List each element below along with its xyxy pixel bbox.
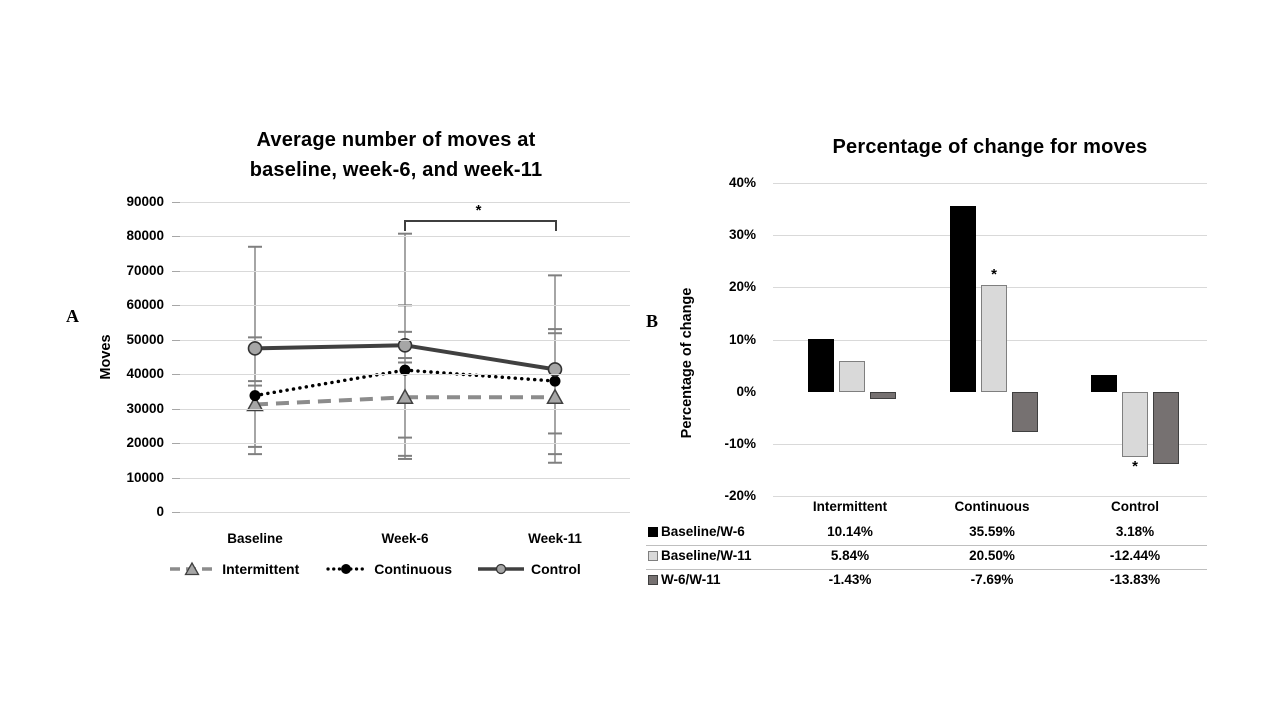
y-tick-label: 30000 <box>126 400 164 416</box>
y-tick-label: 90000 <box>126 194 164 209</box>
legend-label-intermittent: Intermittent <box>222 561 300 577</box>
gridline <box>180 236 630 238</box>
gridline <box>773 235 1207 237</box>
y-tick-label: -10% <box>724 435 756 451</box>
table-separator <box>646 569 1207 570</box>
bar-asterisk: * <box>1132 457 1138 475</box>
gridline <box>180 305 630 307</box>
y-tick-label: 10000 <box>126 469 164 485</box>
table-separator <box>646 545 1207 546</box>
axis-tick <box>172 305 180 307</box>
y-tick-label: 20% <box>728 279 756 295</box>
table-header-continuous: Continuous <box>954 499 1030 514</box>
panel-b-title: Percentage of change for moves <box>832 136 1148 158</box>
y-tick-label: 70000 <box>126 262 164 278</box>
table-cell: -7.69% <box>970 572 1014 587</box>
bar-w-6-w-11-intermittent <box>870 391 896 400</box>
panel-a-series-svg <box>246 232 564 464</box>
axis-tick <box>172 477 180 479</box>
gridline <box>180 408 630 410</box>
axis-tick <box>172 408 180 410</box>
bar-baseline-w-11-continuous <box>981 284 1007 392</box>
table-cell: -13.83% <box>1109 572 1161 587</box>
y-tick-label: 30% <box>728 227 756 243</box>
bar-baseline-w-6-control <box>1091 375 1117 392</box>
gridline <box>180 202 630 203</box>
x-tick-label: Week-6 <box>381 531 429 546</box>
axis-tick <box>172 339 180 341</box>
series-swatch-baseline-w6 <box>648 527 658 537</box>
dashed-line-triangle-marker-icon <box>170 561 215 576</box>
dotted-line-circle-marker-icon <box>326 564 367 574</box>
y-tick-label: 10% <box>728 331 756 347</box>
panel-a-y-axis-title: Moves <box>98 334 114 380</box>
legend-label-continuous: Continuous <box>374 561 452 577</box>
legend-label-control: Control <box>531 561 581 577</box>
solid-line-circle-marker-icon <box>478 563 524 575</box>
table-cell: -12.44% <box>1109 548 1161 563</box>
gridline <box>180 374 630 376</box>
panel-a-title-line1: Average number of moves at <box>256 129 536 151</box>
table-row-label: W-6/W-11 <box>661 572 721 587</box>
y-tick-label: 0% <box>736 383 756 399</box>
y-tick-label: 60000 <box>126 297 164 313</box>
panel-b-plot-area <box>773 183 1207 497</box>
y-tick-label: 0 <box>156 504 164 519</box>
panel-a-label: A <box>66 306 79 326</box>
axis-tick <box>172 236 180 238</box>
series-swatch-baseline-w11 <box>648 551 658 561</box>
panel-a-plot-area <box>172 202 630 513</box>
table-header-intermittent: Intermittent <box>812 499 888 514</box>
gridline <box>180 443 630 445</box>
axis-tick <box>172 202 180 203</box>
y-tick-label: 80000 <box>126 228 164 244</box>
table-cell: 3.18% <box>1115 524 1155 539</box>
bar-asterisk: * <box>991 265 997 283</box>
table-row-label: Baseline/W-11 <box>661 548 752 563</box>
panel-a-legend: Intermittent Continuous Control <box>140 561 610 577</box>
gridline <box>180 270 630 272</box>
bar-w-6-w-11-control <box>1153 391 1179 464</box>
y-tick-label: 40% <box>728 175 756 190</box>
panel-a-title: Average number of moves at baseline, wee… <box>146 125 646 185</box>
legend-item-intermittent: Intermittent <box>169 561 299 577</box>
bar-baseline-w-11-intermittent <box>839 361 865 392</box>
panel-b-y-axis-title: Percentage of change <box>679 287 695 439</box>
bar-baseline-w-6-continuous <box>950 206 976 392</box>
y-tick-label: 50000 <box>126 331 164 347</box>
bar-baseline-w-6-intermittent <box>808 338 834 392</box>
significance-bracket <box>404 220 557 231</box>
panel-a-title-line2: baseline, week-6, and week-11 <box>249 159 543 181</box>
axis-tick <box>172 443 180 445</box>
y-tick-label: 40000 <box>126 366 164 382</box>
table-cell: -1.43% <box>828 572 872 587</box>
bar-w-6-w-11-continuous <box>1012 391 1038 432</box>
bar-baseline-w-11-control <box>1122 391 1148 457</box>
panel-b-label: B <box>646 311 659 331</box>
gridline <box>180 512 630 513</box>
table-cell: 20.50% <box>969 548 1015 563</box>
y-tick-label: 20000 <box>126 435 164 451</box>
table-cell: 10.14% <box>827 524 873 539</box>
gridline <box>180 339 630 341</box>
gridline <box>180 477 630 479</box>
y-tick-label: -20% <box>724 488 756 503</box>
table-cell: 35.59% <box>969 524 1015 539</box>
axis-tick <box>172 374 180 376</box>
axis-tick <box>172 512 180 513</box>
table-row-label: Baseline/W-6 <box>661 524 745 539</box>
table-header-control: Control <box>1111 499 1159 514</box>
gridline <box>773 183 1207 184</box>
series-swatch-w6-w11 <box>648 575 658 585</box>
significance-asterisk: * <box>475 202 482 219</box>
table-cell: 5.84% <box>830 548 870 563</box>
legend-item-control: Control <box>478 561 581 577</box>
legend-item-continuous: Continuous <box>325 561 452 577</box>
x-tick-label: Week-11 <box>528 531 582 546</box>
gridline <box>773 443 1207 445</box>
gridline <box>773 496 1207 497</box>
axis-tick <box>172 270 180 272</box>
x-tick-label: Baseline <box>227 531 283 546</box>
